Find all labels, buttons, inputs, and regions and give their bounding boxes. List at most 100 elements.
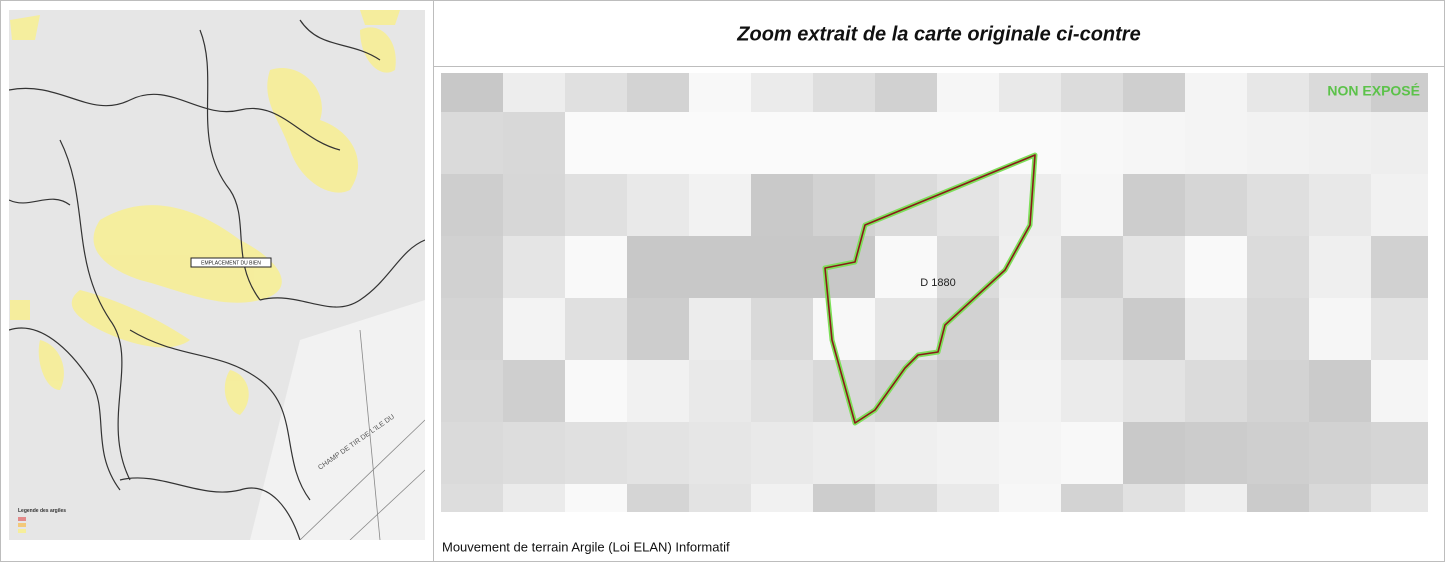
map-tile [441,236,504,299]
map-tile [1247,112,1310,175]
map-tile [937,50,1000,113]
map-tile [1433,174,1445,237]
map-tile [1185,236,1248,299]
map-tile [1433,112,1445,175]
map-tile [689,174,752,237]
map-tile [999,298,1062,361]
legend-title: Legende des argiles [18,508,66,514]
map-tile [565,298,628,361]
overview-map: EMPLACEMENT DU BIEN CHAMP DE TIR DE L'IL… [9,10,425,540]
map-tile [751,360,814,423]
legend-swatch [18,529,26,533]
map-tile [627,236,690,299]
map-tile [565,484,628,547]
map-tile [1185,422,1248,485]
map-tile [1309,484,1372,547]
map-tile [1123,298,1186,361]
map-tile [813,236,876,299]
map-tile [1061,484,1124,547]
map-tile [1247,360,1310,423]
map-tile [875,112,938,175]
map-tile [1433,298,1445,361]
map-tile [441,112,504,175]
map-tile [627,484,690,547]
map-tile [689,298,752,361]
map-tile [751,422,814,485]
map-tile [1433,236,1445,299]
map-tile [503,50,566,113]
map-tile [1061,174,1124,237]
map-tile [751,298,814,361]
map-tile [565,50,628,113]
map-tile [813,112,876,175]
map-tile [1433,360,1445,423]
map-tile [937,360,1000,423]
map-tile [875,484,938,547]
map-tile [751,112,814,175]
map-tile [999,484,1062,547]
map-tile [627,174,690,237]
map-tile [1061,422,1124,485]
zoom-map [441,50,1445,547]
map-tile [1061,298,1124,361]
map-tile [565,360,628,423]
map-tile [441,360,504,423]
location-label: EMPLACEMENT DU BIEN [201,260,261,266]
map-tile [503,422,566,485]
map-tile [503,174,566,237]
map-tile [565,174,628,237]
map-tile [1247,484,1310,547]
map-tile [1185,50,1248,113]
map-tile [1371,484,1434,547]
map-tile [1247,236,1310,299]
page: EMPLACEMENT DU BIEN CHAMP DE TIR DE L'IL… [0,0,1445,562]
map-tile [1247,422,1310,485]
map-tile [813,422,876,485]
map-tile [813,50,876,113]
map-tile [689,422,752,485]
map-tile [565,112,628,175]
map-tile [1309,112,1372,175]
map-tile [1309,174,1372,237]
map-tile [751,174,814,237]
map-tile [1247,174,1310,237]
map-tile [875,422,938,485]
map-tile [1309,50,1372,113]
map-tile [1123,50,1186,113]
map-tile [627,360,690,423]
map-tile [503,360,566,423]
map-tile [689,50,752,113]
map-tile [1309,236,1372,299]
map-tile [1123,112,1186,175]
map-tile [689,360,752,423]
map-tile [1371,360,1434,423]
map-tile [999,50,1062,113]
map-tile [441,484,504,547]
map-tile [1371,50,1434,113]
map-tile [503,236,566,299]
map-tile [813,484,876,547]
map-tile [627,422,690,485]
map-tile [689,236,752,299]
map-tile [937,236,1000,299]
map-tile [1123,236,1186,299]
map-tile [565,236,628,299]
map-tile [1247,298,1310,361]
parcel-label: D 1880 [920,277,955,289]
map-tile [1123,174,1186,237]
map-tile [751,236,814,299]
map-tile [627,298,690,361]
map-tile [1061,112,1124,175]
map-tile [503,484,566,547]
map-tile [1185,360,1248,423]
map-tile [1247,50,1310,113]
map-tile [1433,50,1445,113]
map-tile [689,484,752,547]
map-tile [441,50,504,113]
map-tile [1371,174,1434,237]
map-tile [1123,484,1186,547]
map-tile [1123,360,1186,423]
legend-swatch [18,517,26,521]
map-tile [627,112,690,175]
map-tile [441,174,504,237]
